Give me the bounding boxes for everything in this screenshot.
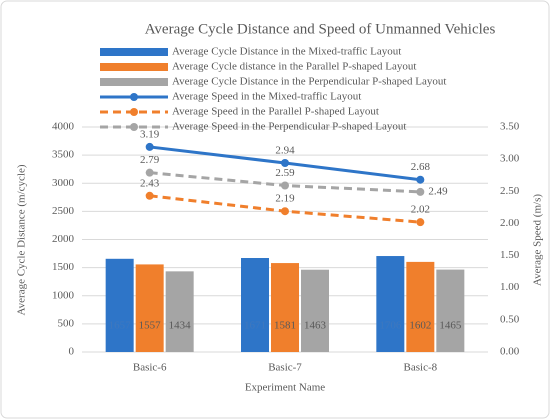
bar-value-label: 1706 [379, 320, 402, 332]
y-tick-label: 4000 [52, 121, 75, 133]
x-tick-label: Basic-6 [133, 362, 167, 374]
bar [376, 256, 405, 352]
legend-label: Average Cycle Distance in the Mixed-traf… [172, 46, 401, 58]
line-marker [145, 168, 154, 177]
y-axis-title: Average Cycle Distance (m/cycle) [16, 164, 28, 315]
y2-tick-label: 0.00 [500, 346, 520, 358]
line-marker [281, 159, 289, 167]
y2-tick-label: 2.00 [500, 217, 520, 229]
legend-marker [130, 108, 138, 116]
legend-swatch [100, 63, 168, 71]
bar-value-label: 1465 [439, 320, 462, 332]
chart-title: Average Cycle Distance and Speed of Unma… [145, 21, 496, 37]
y2-tick-label: 1.50 [500, 249, 520, 261]
bar-value-label: 1581 [274, 320, 296, 332]
bar-value-label: 1557 [139, 320, 162, 332]
legend-label: Average Speed in the Perpendicular P-sha… [172, 121, 406, 133]
bar-value-label: 1463 [304, 320, 327, 332]
legend-label: Average Cycle Distance in the Perpendicu… [172, 76, 446, 88]
line-value-label: 2.68 [411, 161, 431, 173]
line-value-label: 2.43 [140, 177, 160, 189]
bar [241, 258, 269, 352]
y-tick-label: 2500 [52, 205, 75, 217]
y-tick-label: 1000 [52, 289, 75, 301]
bar [301, 269, 329, 352]
line-marker [281, 207, 289, 216]
y-tick-label: 3500 [52, 149, 75, 161]
y2-tick-label: 0.50 [500, 313, 520, 325]
legend-label: Average Speed in the Parallel P-shaped L… [172, 106, 379, 118]
y-tick-label: 500 [58, 317, 75, 329]
x-tick-label: Basic-7 [268, 362, 302, 374]
bar [135, 264, 164, 352]
legend-swatch [100, 78, 168, 86]
legend-label: Average Speed in the Mixed-traffic Layou… [172, 91, 361, 103]
bar-value-label: 1602 [409, 320, 431, 332]
bar-value-label: 1657 [109, 320, 132, 332]
y-tick-label: 0 [69, 346, 75, 358]
legend-marker [130, 93, 138, 101]
x-tick-label: Basic-8 [404, 362, 438, 374]
legend-swatch [100, 48, 168, 56]
line-marker [416, 187, 425, 196]
y2-tick-label: 1.00 [500, 281, 520, 293]
line-marker [145, 191, 154, 200]
legend-marker [130, 123, 138, 131]
line-value-label: 2.49 [428, 185, 448, 197]
line-value-label: 2.02 [411, 204, 430, 216]
bar-value-label: 1671 [244, 320, 266, 332]
bar [165, 271, 194, 352]
y-tick-label: 3000 [52, 177, 75, 189]
y2-axis-title: Average Speed (m/s) [532, 194, 544, 286]
line-value-label: 2.59 [275, 167, 295, 179]
line-value-label: 2.79 [140, 154, 160, 166]
y2-tick-label: 2.50 [500, 185, 520, 197]
bar [406, 261, 435, 352]
line-value-label: 2.94 [275, 145, 295, 157]
line-marker [416, 175, 425, 184]
y2-tick-label: 3.50 [500, 121, 520, 133]
line-value-label: 3.19 [140, 128, 160, 140]
legend-label: Average Cycle distance in the Parallel P… [172, 61, 416, 73]
y-tick-label: 2000 [52, 233, 75, 245]
bar [105, 258, 134, 352]
line-marker [416, 218, 425, 227]
line-marker [145, 142, 154, 151]
bar [436, 269, 465, 352]
line-marker [281, 181, 289, 190]
bar-value-label: 1434 [169, 320, 192, 332]
x-axis-title: Experiment Name [245, 382, 325, 394]
y2-tick-label: 3.00 [500, 153, 520, 165]
bar [271, 263, 299, 352]
line-value-label: 2.19 [275, 193, 295, 205]
y-tick-label: 1500 [52, 261, 75, 273]
